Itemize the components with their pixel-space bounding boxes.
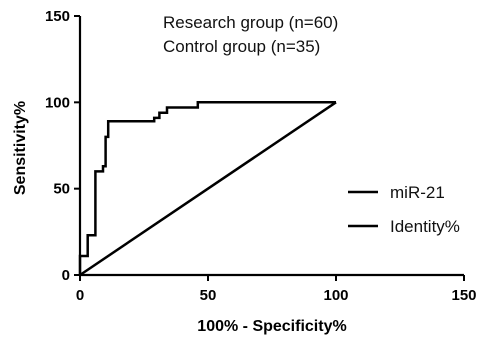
series-line-identity <box>79 101 337 277</box>
x-tick-label: 50 <box>200 287 217 304</box>
x-tick-label: 100 <box>323 287 348 304</box>
y-tick-label: 0 <box>62 267 70 284</box>
y-tick-label: 150 <box>45 8 70 25</box>
x-axis-title: 100% - Specificity% <box>197 318 346 335</box>
annotation-research-group: Research group (n=60) <box>163 13 338 32</box>
legend-label-identity: Identity% <box>390 217 460 236</box>
legend-label-mir-21: miR-21 <box>390 183 445 202</box>
tick-labels: 0 50 100 150 0 50 100 150 <box>45 8 477 304</box>
y-tick-label: 50 <box>53 181 70 198</box>
y-axis-title: Sensitivity% <box>12 101 29 195</box>
x-tick-label: 0 <box>76 287 84 304</box>
series <box>78 101 337 277</box>
series-line-mir-21 <box>78 101 336 275</box>
axes <box>78 16 464 277</box>
x-tick-label: 150 <box>451 287 476 304</box>
legend: miR-21 Identity% <box>348 183 460 236</box>
tick-marks <box>74 15 465 281</box>
annotation-control-group: Control group (n=35) <box>163 37 320 56</box>
y-tick-label: 100 <box>45 94 70 111</box>
